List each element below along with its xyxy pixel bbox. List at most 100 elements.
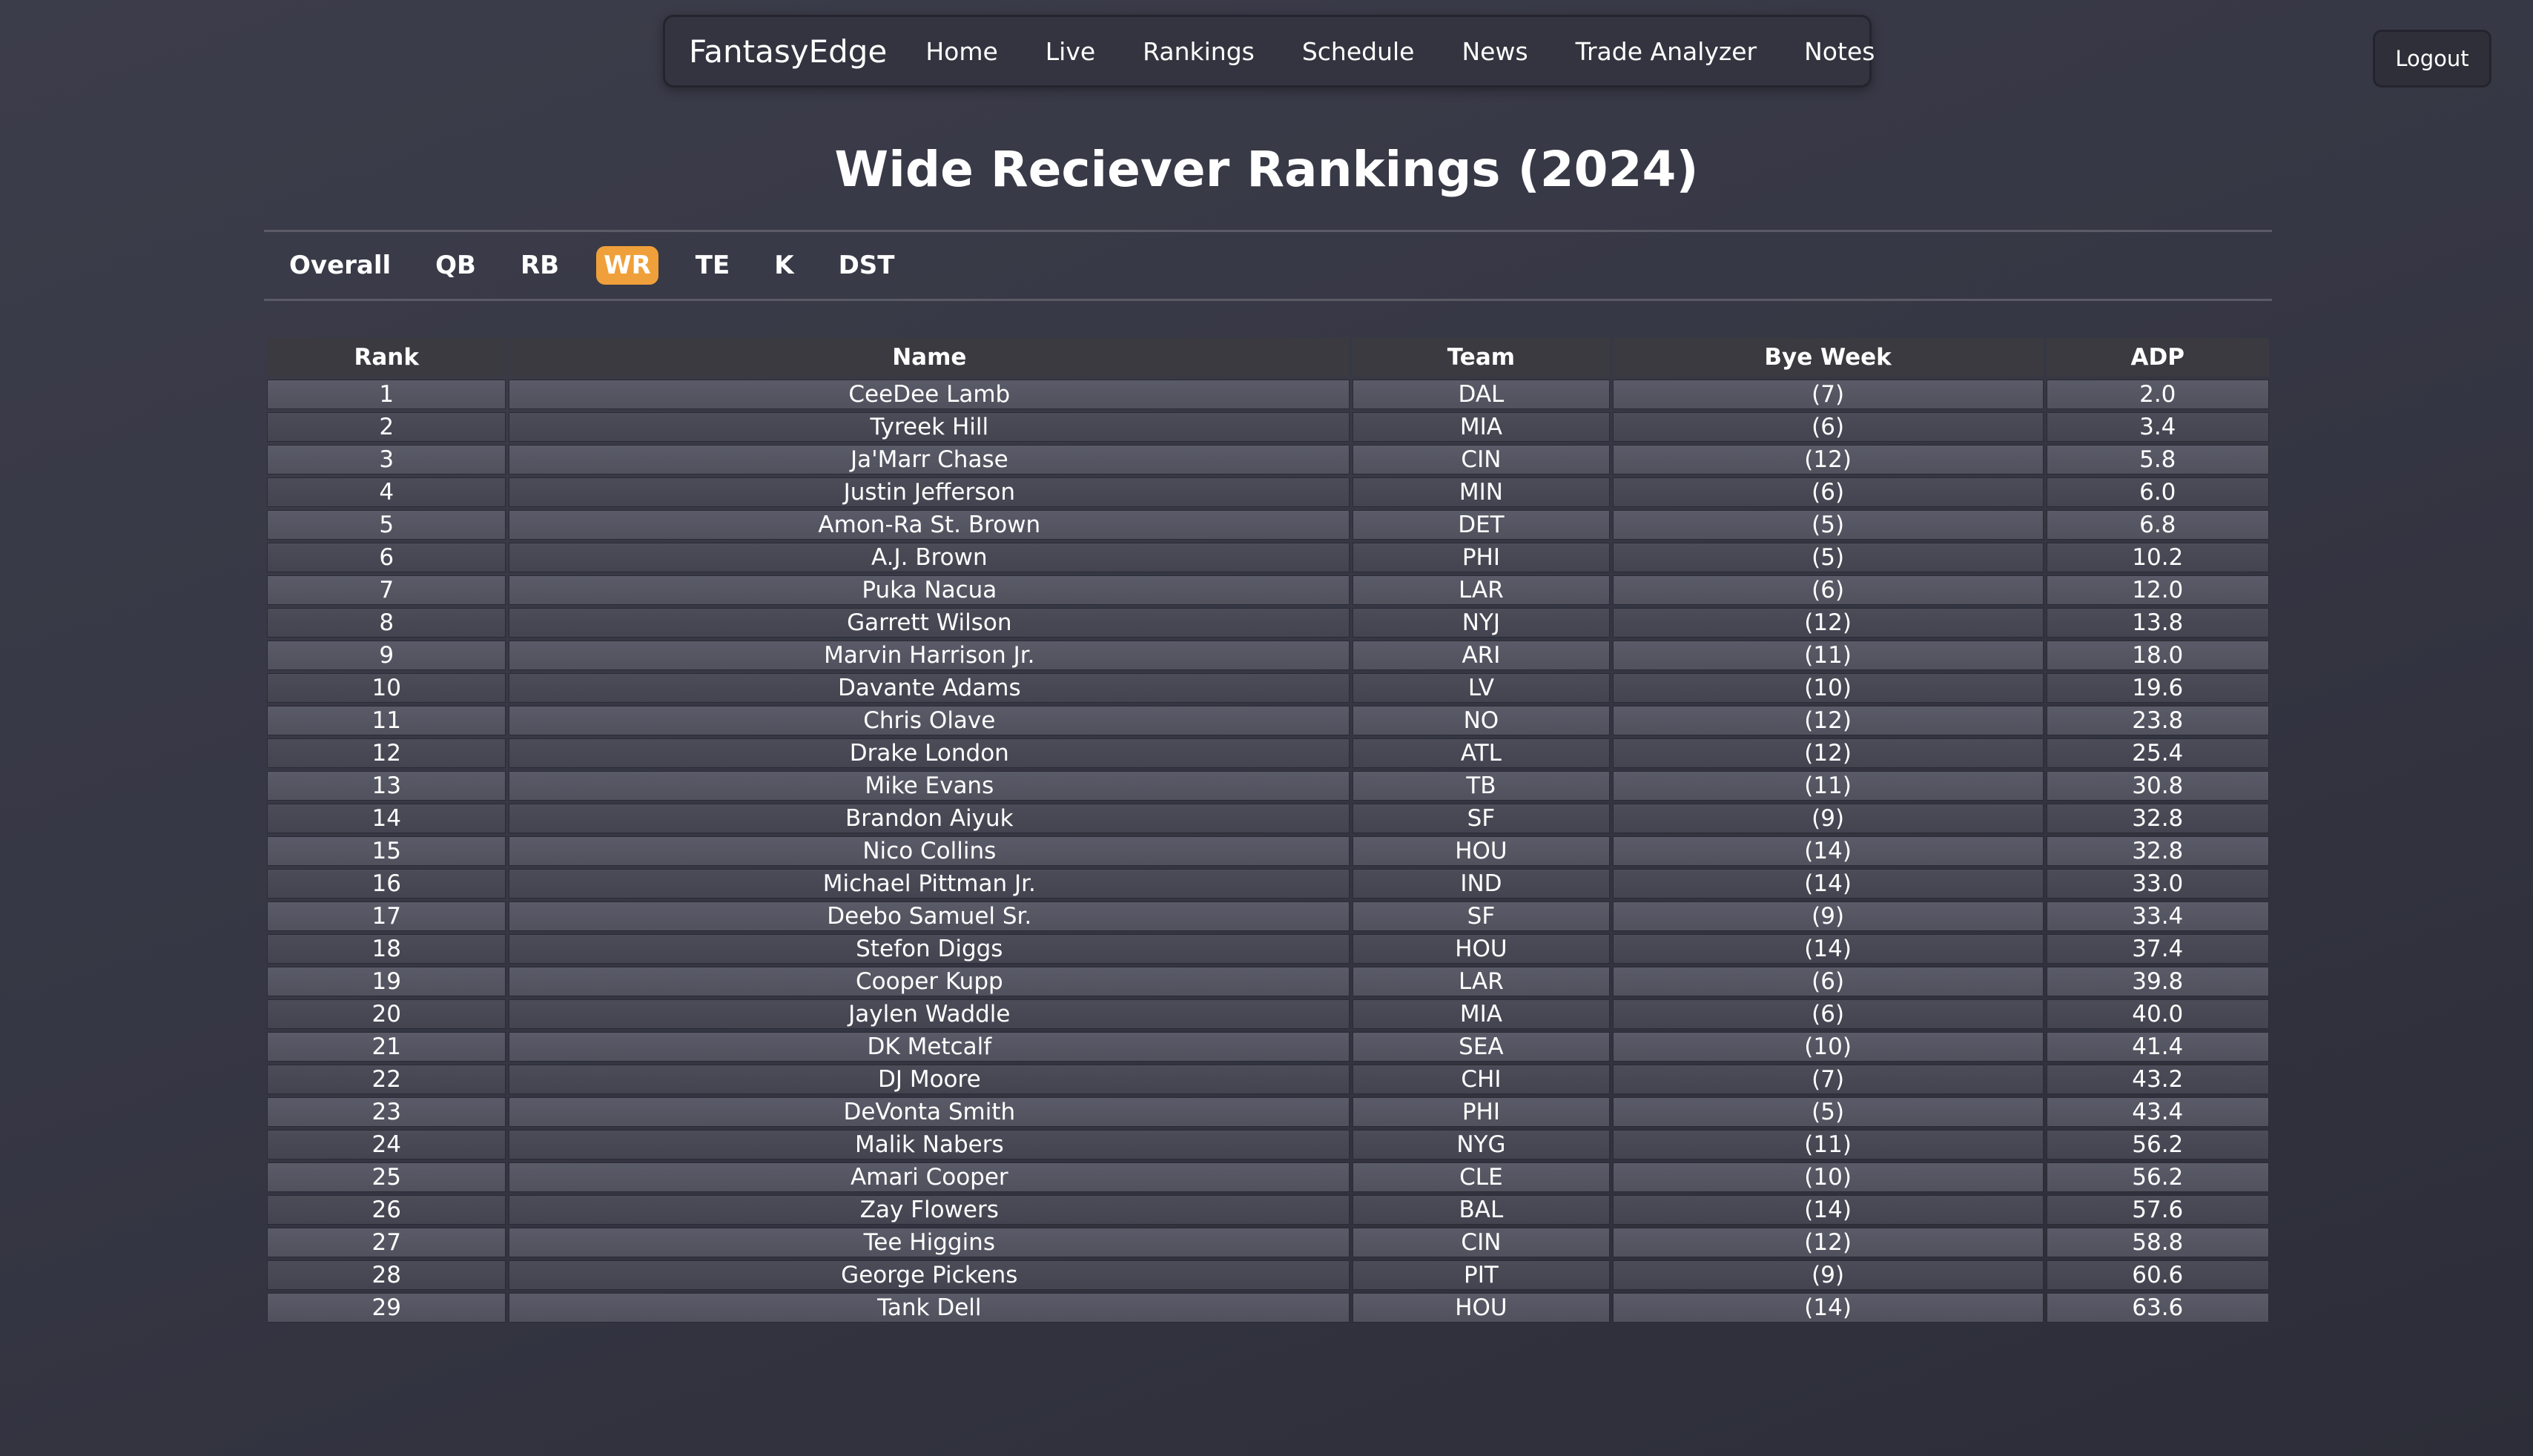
- nav-link-news[interactable]: News: [1462, 36, 1528, 66]
- bye-week-cell: (6): [1612, 999, 2044, 1029]
- table-body: 1 CeeDee Lamb DAL (7) 2.0 2 Tyreek Hill MIA (6) 3…: [267, 380, 2269, 1323]
- team-cell: BAL: [1353, 1195, 1610, 1225]
- rank-cell: 4: [267, 477, 506, 507]
- rank-cell: 27: [267, 1228, 506, 1257]
- rank-cell: 10: [267, 673, 506, 703]
- nav-link-trade-analyzer[interactable]: Trade Analyzer: [1575, 36, 1757, 66]
- table-row[interactable]: 3 Ja'Marr Chase CIN (12) 5.8: [267, 445, 2269, 474]
- table-row[interactable]: 2 Tyreek Hill MIA (6) 3.4: [267, 412, 2269, 442]
- table-row[interactable]: 20 Jaylen Waddle MIA (6) 40.0: [267, 999, 2269, 1029]
- name-cell: Chris Olave: [509, 706, 1350, 735]
- table-row[interactable]: 11 Chris Olave NO (12) 23.8: [267, 706, 2269, 735]
- team-cell: IND: [1353, 869, 1610, 899]
- rank-cell: 5: [267, 510, 506, 540]
- rank-cell: 16: [267, 869, 506, 899]
- adp-cell: 43.2: [2046, 1065, 2269, 1094]
- adp-cell: 3.4: [2046, 412, 2269, 442]
- rank-cell: 19: [267, 967, 506, 996]
- team-cell: HOU: [1353, 1293, 1610, 1323]
- team-cell: ATL: [1353, 738, 1610, 768]
- table-row[interactable]: 16 Michael Pittman Jr. IND (14) 33.0: [267, 869, 2269, 899]
- table-row[interactable]: 5 Amon-Ra St. Brown DET (5) 6.8: [267, 510, 2269, 540]
- table-row[interactable]: 25 Amari Cooper CLE (10) 56.2: [267, 1162, 2269, 1192]
- rank-cell: 9: [267, 641, 506, 670]
- table-row[interactable]: 1 CeeDee Lamb DAL (7) 2.0: [267, 380, 2269, 409]
- table-row[interactable]: 9 Marvin Harrison Jr. ARI (11) 18.0: [267, 641, 2269, 670]
- team-cell: PHI: [1353, 1097, 1610, 1127]
- adp-cell: 12.0: [2046, 575, 2269, 605]
- brand-logo[interactable]: FantasyEdge: [689, 33, 888, 70]
- tab-rb[interactable]: RB: [520, 251, 560, 280]
- table-row[interactable]: 13 Mike Evans TB (11) 30.8: [267, 771, 2269, 801]
- name-cell: CeeDee Lamb: [509, 380, 1350, 409]
- nav-link-live[interactable]: Live: [1045, 36, 1096, 66]
- team-cell: PIT: [1353, 1260, 1610, 1290]
- table-row[interactable]: 28 George Pickens PIT (9) 60.6: [267, 1260, 2269, 1290]
- table-row[interactable]: 22 DJ Moore CHI (7) 43.2: [267, 1065, 2269, 1094]
- table-row[interactable]: 23 DeVonta Smith PHI (5) 43.4: [267, 1097, 2269, 1127]
- tab-k[interactable]: K: [774, 251, 794, 280]
- team-cell: SEA: [1353, 1032, 1610, 1062]
- table-row[interactable]: 7 Puka Nacua LAR (6) 12.0: [267, 575, 2269, 605]
- table-row[interactable]: 6 A.J. Brown PHI (5) 10.2: [267, 543, 2269, 572]
- adp-cell: 32.8: [2046, 836, 2269, 866]
- table-row[interactable]: 10 Davante Adams LV (10) 19.6: [267, 673, 2269, 703]
- tab-te[interactable]: TE: [695, 251, 730, 280]
- table-row[interactable]: 14 Brandon Aiyuk SF (9) 32.8: [267, 804, 2269, 833]
- name-cell: Puka Nacua: [509, 575, 1350, 605]
- column-header-team[interactable]: Team: [1353, 338, 1610, 377]
- adp-cell: 33.4: [2046, 901, 2269, 931]
- name-cell: DeVonta Smith: [509, 1097, 1350, 1127]
- table-row[interactable]: 29 Tank Dell HOU (14) 63.6: [267, 1293, 2269, 1323]
- adp-cell: 6.8: [2046, 510, 2269, 540]
- table-header-row: Rank Name Team Bye Week ADP: [267, 338, 2269, 377]
- rank-cell: 22: [267, 1065, 506, 1094]
- nav-link-notes[interactable]: Notes: [1804, 36, 1875, 66]
- team-cell: LAR: [1353, 967, 1610, 996]
- table-row[interactable]: 19 Cooper Kupp LAR (6) 39.8: [267, 967, 2269, 996]
- bye-week-cell: (7): [1612, 1065, 2044, 1094]
- table-row[interactable]: 15 Nico Collins HOU (14) 32.8: [267, 836, 2269, 866]
- rank-cell: 6: [267, 543, 506, 572]
- table-row[interactable]: 4 Justin Jefferson MIN (6) 6.0: [267, 477, 2269, 507]
- table-row[interactable]: 8 Garrett Wilson NYJ (12) 13.8: [267, 608, 2269, 638]
- table-row[interactable]: 27 Tee Higgins CIN (12) 58.8: [267, 1228, 2269, 1257]
- rank-cell: 3: [267, 445, 506, 474]
- name-cell: Drake London: [509, 738, 1350, 768]
- column-header-adp[interactable]: ADP: [2046, 338, 2269, 377]
- nav-link-schedule[interactable]: Schedule: [1301, 36, 1415, 66]
- name-cell: Tank Dell: [509, 1293, 1350, 1323]
- bye-week-cell: (14): [1612, 1293, 2044, 1323]
- rank-cell: 28: [267, 1260, 506, 1290]
- table-row[interactable]: 21 DK Metcalf SEA (10) 41.4: [267, 1032, 2269, 1062]
- column-header-rank[interactable]: Rank: [267, 338, 506, 377]
- adp-cell: 57.6: [2046, 1195, 2269, 1225]
- name-cell: Zay Flowers: [509, 1195, 1350, 1225]
- tab-overall[interactable]: Overall: [289, 251, 392, 280]
- name-cell: Tee Higgins: [509, 1228, 1350, 1257]
- table-row[interactable]: 12 Drake London ATL (12) 25.4: [267, 738, 2269, 768]
- tab-dst[interactable]: DST: [838, 251, 895, 280]
- table-row[interactable]: 17 Deebo Samuel Sr. SF (9) 33.4: [267, 901, 2269, 931]
- rank-cell: 15: [267, 836, 506, 866]
- column-header-name[interactable]: Name: [509, 338, 1350, 377]
- bye-week-cell: (9): [1612, 804, 2044, 833]
- tab-qb[interactable]: QB: [435, 251, 476, 280]
- team-cell: ARI: [1353, 641, 1610, 670]
- table-row[interactable]: 24 Malik Nabers NYG (11) 56.2: [267, 1130, 2269, 1159]
- bye-week-cell: (7): [1612, 380, 2044, 409]
- team-cell: DET: [1353, 510, 1610, 540]
- nav-link-rankings[interactable]: Rankings: [1143, 36, 1255, 66]
- table-row[interactable]: 26 Zay Flowers BAL (14) 57.6: [267, 1195, 2269, 1225]
- tab-wr[interactable]: WR: [596, 246, 658, 285]
- table-row[interactable]: 18 Stefon Diggs HOU (14) 37.4: [267, 934, 2269, 964]
- bye-week-cell: (11): [1612, 771, 2044, 801]
- bye-week-cell: (14): [1612, 869, 2044, 899]
- team-cell: HOU: [1353, 934, 1610, 964]
- adp-cell: 10.2: [2046, 543, 2269, 572]
- adp-cell: 39.8: [2046, 967, 2269, 996]
- column-header-bye-week[interactable]: Bye Week: [1612, 338, 2044, 377]
- logout-button[interactable]: Logout: [2373, 30, 2491, 87]
- nav-link-home[interactable]: Home: [925, 36, 998, 66]
- page-title: Wide Reciever Rankings (2024): [834, 141, 1699, 198]
